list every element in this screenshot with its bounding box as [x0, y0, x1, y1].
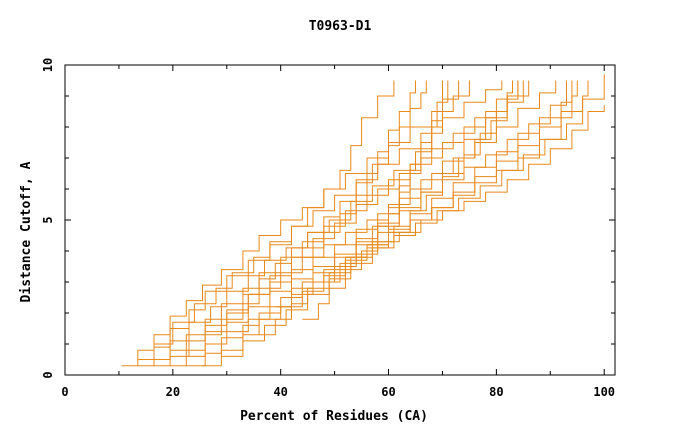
x-axis-label: Percent of Residues (CA): [240, 409, 428, 424]
x-tick-label: 80: [489, 385, 503, 399]
series-line-14: [345, 80, 578, 258]
series-line-11: [221, 74, 605, 357]
series-line-19: [307, 80, 416, 249]
series-line-20: [323, 80, 460, 283]
chart-title: T0963-D1: [309, 19, 372, 34]
series-line-18: [226, 80, 567, 323]
x-axis-ticks: 0 20 40 60 80 100: [61, 65, 615, 399]
x-tick-label: 0: [61, 385, 68, 399]
y-tick-label: 0: [41, 371, 55, 378]
x-tick-label: 60: [381, 385, 395, 399]
series-line-16: [275, 80, 513, 308]
series-line-4: [170, 80, 557, 367]
series-group: [121, 74, 605, 367]
series-line-9: [170, 80, 519, 357]
x-tick-label: 100: [593, 385, 615, 399]
y-axis-label: Distance Cutoff, A: [19, 161, 34, 302]
series-line-2: [137, 80, 503, 367]
x-tick-label: 20: [166, 385, 180, 399]
series-line-7: [137, 80, 395, 360]
y-tick-label: 10: [41, 58, 55, 72]
x-tick-label: 40: [273, 385, 287, 399]
y-tick-label: 5: [41, 216, 55, 223]
y-axis-ticks: 0 5 10: [41, 58, 615, 379]
